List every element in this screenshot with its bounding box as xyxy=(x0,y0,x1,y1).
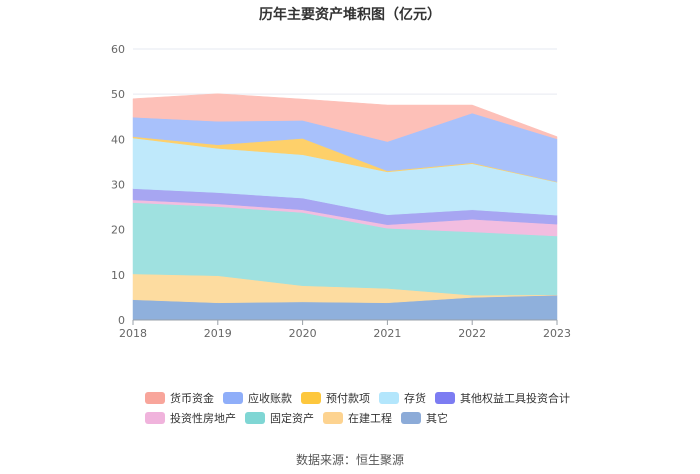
legend-swatch xyxy=(145,392,165,404)
legend-item[interactable]: 存货 xyxy=(379,390,426,406)
x-tick-label: 2020 xyxy=(289,327,317,340)
y-tick-label: 10 xyxy=(111,269,125,282)
chart-title: 历年主要资产堆积图（亿元） xyxy=(259,7,441,23)
area-货币资金 xyxy=(132,93,558,142)
legend-item[interactable]: 固定资产 xyxy=(245,410,314,426)
legend-label: 应收账款 xyxy=(248,392,292,405)
y-tick-label: 0 xyxy=(118,314,125,327)
legend-item[interactable]: 投资性房地产 xyxy=(145,410,236,426)
legend-item[interactable]: 应收账款 xyxy=(223,390,292,406)
x-tick-label: 2021 xyxy=(373,327,401,340)
legend-row: 货币资金 应收账款 预付款项 存货 其他权益工具投资合计 xyxy=(145,388,585,408)
legend-label: 固定资产 xyxy=(270,412,314,425)
legend-item[interactable]: 其他权益工具投资合计 xyxy=(435,390,570,406)
legend-swatch xyxy=(323,412,343,424)
legend-item[interactable]: 预付款项 xyxy=(301,390,370,406)
legend-label: 货币资金 xyxy=(170,392,214,405)
x-tick-label: 2022 xyxy=(458,327,486,340)
legend: 货币资金 应收账款 预付款项 存货 其他权益工具投资合计投资性房地产 固定资产 在建工程 其它 xyxy=(145,388,585,428)
y-tick-label: 20 xyxy=(111,224,125,237)
legend-label: 预付款项 xyxy=(326,392,370,405)
legend-swatch xyxy=(145,412,165,424)
x-tick-label: 2018 xyxy=(119,327,147,340)
y-tick-label: 50 xyxy=(111,88,125,101)
legend-swatch xyxy=(301,392,321,404)
legend-row: 投资性房地产 固定资产 在建工程 其它 xyxy=(145,408,585,428)
x-axis: 2018 2019 2020 2021 2022 2023 xyxy=(119,319,571,340)
x-tick-label: 2019 xyxy=(204,327,232,340)
data-source-note: 数据来源：恒生聚源 xyxy=(295,453,404,467)
legend-label: 投资性房地产 xyxy=(170,412,236,425)
legend-swatch xyxy=(379,392,399,404)
x-tick-label: 2023 xyxy=(543,327,571,340)
legend-swatch xyxy=(223,392,243,404)
y-tick-label: 60 xyxy=(111,43,125,56)
legend-label: 在建工程 xyxy=(348,412,392,425)
legend-item[interactable]: 在建工程 xyxy=(323,410,392,426)
y-tick-label: 40 xyxy=(111,133,125,146)
y-axis: 0 10 20 30 40 50 60 xyxy=(111,43,125,327)
area-series xyxy=(132,93,558,321)
legend-swatch xyxy=(435,392,455,404)
y-tick-label: 30 xyxy=(111,179,125,192)
legend-label: 其他权益工具投资合计 xyxy=(460,392,570,405)
legend-label: 存货 xyxy=(404,392,426,405)
legend-item[interactable]: 其它 xyxy=(401,410,448,426)
legend-item[interactable]: 货币资金 xyxy=(145,390,214,406)
legend-swatch xyxy=(245,412,265,424)
legend-swatch xyxy=(401,412,421,424)
legend-label: 其它 xyxy=(426,412,448,425)
